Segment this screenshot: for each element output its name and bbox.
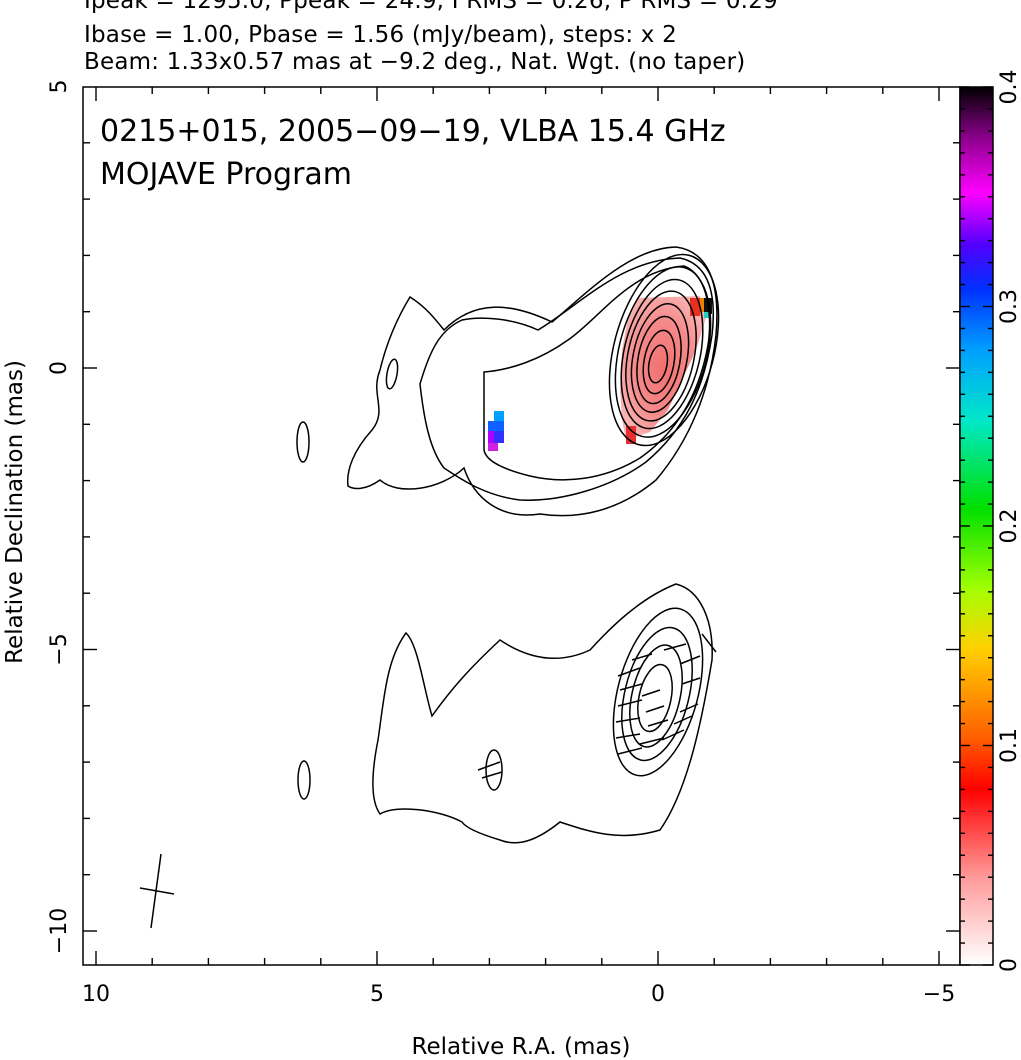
x-axis-label: Relative R.A. (mas)	[412, 1034, 631, 1060]
header-line-3: Beam: 1.33x0.57 mas at −9.2 deg., Nat. W…	[84, 49, 746, 75]
x-tick-label: 10	[82, 982, 110, 1007]
colorbar-ticks: 0 0.1 0.2 0.3 0.4	[960, 70, 1021, 972]
y-tick-label: −5	[47, 633, 72, 665]
colorbar-tick-label: 0	[997, 958, 1021, 972]
x-tick-label: 0	[651, 982, 665, 1007]
colorbar-tick-label: 0.2	[997, 509, 1021, 544]
plot-frame	[82, 86, 961, 966]
colorbar-tick-label: 0.3	[997, 289, 1021, 324]
header-line-2: Ibase = 1.00, Pbase = 1.56 (mJy/beam), s…	[84, 22, 677, 48]
beam-marker	[139, 853, 175, 929]
map-subtitle: MOJAVE Program	[100, 157, 352, 192]
colorbar-tick-label: 0.1	[997, 728, 1021, 763]
intensity-contours-upper	[296, 246, 720, 517]
map-title: 0215+015, 2005−09−19, VLBA 15.4 GHz	[100, 114, 726, 149]
y-tick-label: 0	[47, 361, 72, 375]
intensity-contours-lower	[297, 583, 713, 844]
x-tick-label: −5	[923, 982, 955, 1007]
y-tick-label: 5	[47, 80, 72, 94]
colorbar-tick-label: 0.4	[997, 70, 1021, 105]
fractional-polarization-jet-knot	[488, 411, 504, 451]
x-tick-label: 5	[370, 982, 384, 1007]
axis-ticks: 10 5 0 −5 5 0 −5 −10	[47, 80, 960, 1007]
header-line-1: Ipeak = 1295.0, Ppeak = 24.9, I RMS = 0.…	[84, 0, 778, 14]
y-tick-label: −10	[47, 908, 72, 954]
y-axis-label: Relative Declination (mas)	[2, 360, 28, 664]
evpa-vectors	[477, 633, 717, 779]
